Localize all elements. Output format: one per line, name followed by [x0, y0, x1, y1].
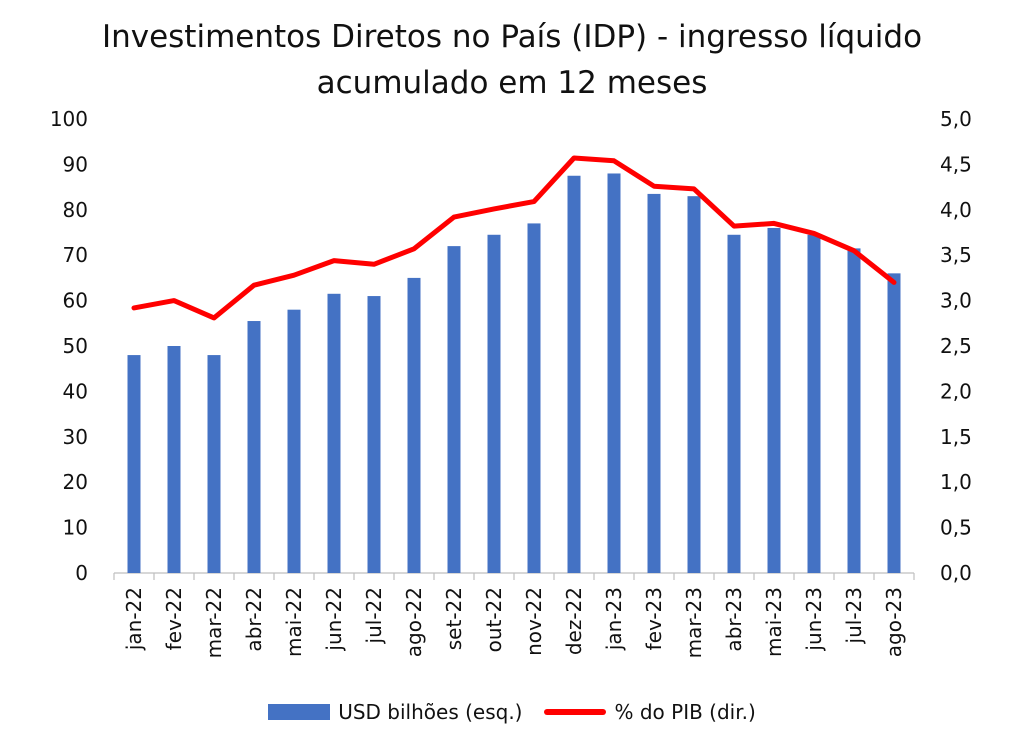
left-tick-label: 70 [63, 243, 88, 267]
bar [687, 196, 701, 573]
left-tick-label: 90 [63, 152, 88, 176]
bar [287, 309, 301, 573]
x-tick-label: mai-23 [762, 587, 786, 657]
x-tick-label: abr-22 [242, 587, 266, 652]
right-tick-label: 2,5 [940, 334, 972, 358]
x-tick-label: fev-23 [642, 587, 666, 650]
left-y-axis: 0 10 20 30 40 50 60 70 80 90 100 [50, 107, 88, 585]
right-tick-label: 1,5 [940, 425, 972, 449]
x-tick-label: out-22 [482, 587, 506, 652]
line-series [131, 155, 897, 321]
legend-label-line: % do PIB (dir.) [614, 700, 756, 724]
bar [127, 355, 141, 573]
pib-line [131, 155, 897, 321]
x-tick-label: fev-22 [162, 587, 186, 650]
right-tick-label: 1,0 [940, 470, 972, 494]
left-tick-label: 40 [63, 379, 88, 403]
left-tick-label: 60 [63, 289, 88, 313]
bar [367, 296, 381, 573]
bar-series [127, 173, 901, 574]
bar [327, 293, 341, 573]
bar [807, 234, 821, 573]
bar [767, 227, 781, 573]
bar [447, 246, 461, 573]
chart-title-line-2: acumulado em 12 meses [316, 65, 708, 101]
x-tick-label: abr-23 [722, 587, 746, 652]
bar [247, 321, 261, 573]
right-tick-label: 2,0 [940, 379, 972, 403]
bar [847, 248, 861, 573]
x-tick-label: jul-23 [842, 587, 866, 644]
legend: USD bilhões (esq.) % do PIB (dir.) [0, 700, 1024, 724]
left-tick-label: 100 [50, 107, 88, 131]
right-tick-label: 0,5 [940, 516, 972, 540]
x-tick-label: set-22 [442, 587, 466, 650]
bar [407, 277, 421, 573]
right-tick-label: 3,0 [940, 289, 972, 313]
legend-item-bars: USD bilhões (esq.) [268, 700, 522, 724]
bar [207, 355, 221, 573]
left-tick-label: 0 [75, 561, 88, 585]
chart-title: Investimentos Diretos no País (IDP) - in… [0, 14, 1024, 106]
x-tick-label: mar-22 [202, 587, 226, 658]
x-tick-label: dez-22 [562, 587, 586, 655]
x-tick-label: mai-22 [282, 587, 306, 657]
bar [167, 346, 181, 573]
bar [487, 234, 501, 573]
x-tick-label: ago-22 [402, 587, 426, 657]
bar [567, 175, 581, 573]
x-tick-label: ago-23 [882, 587, 906, 657]
left-tick-label: 20 [63, 470, 88, 494]
bar [527, 223, 541, 574]
x-tick-label: jan-23 [602, 587, 626, 651]
x-tick-label: nov-22 [522, 587, 546, 656]
x-tick-label: jan-22 [122, 587, 146, 651]
right-tick-label: 5,0 [940, 107, 972, 131]
bar [727, 234, 741, 573]
x-tick-label: jul-22 [362, 587, 386, 644]
x-tick-label: jun-22 [322, 587, 346, 652]
left-tick-label: 80 [63, 198, 88, 222]
x-tick-label: jun-23 [802, 587, 826, 652]
right-tick-label: 3,5 [940, 243, 972, 267]
legend-swatch-bar [268, 704, 331, 720]
right-tick-label: 0,0 [940, 561, 972, 585]
chart-title-line-1: Investimentos Diretos no País (IDP) - in… [101, 19, 923, 55]
legend-swatch-line [544, 709, 607, 715]
left-tick-label: 30 [63, 425, 88, 449]
x-tick-label: mar-23 [682, 587, 706, 658]
bar [607, 173, 621, 574]
left-tick-label: 50 [63, 334, 88, 358]
left-tick-label: 10 [63, 516, 88, 540]
legend-label-bars: USD bilhões (esq.) [338, 700, 523, 724]
right-y-axis: 0,0 0,5 1,0 1,5 2,0 2,5 3,0 3,5 4,0 4,5 5,0 [940, 107, 972, 585]
right-tick-label: 4,5 [940, 152, 972, 176]
x-axis: jan-22 fev-22 mar-22 abr-22 mai-22 jun-22 jul-… [113, 572, 915, 658]
bar [647, 193, 661, 573]
right-tick-label: 4,0 [940, 198, 972, 222]
bar [887, 273, 901, 573]
legend-item-line: % do PIB (dir.) [544, 700, 756, 724]
